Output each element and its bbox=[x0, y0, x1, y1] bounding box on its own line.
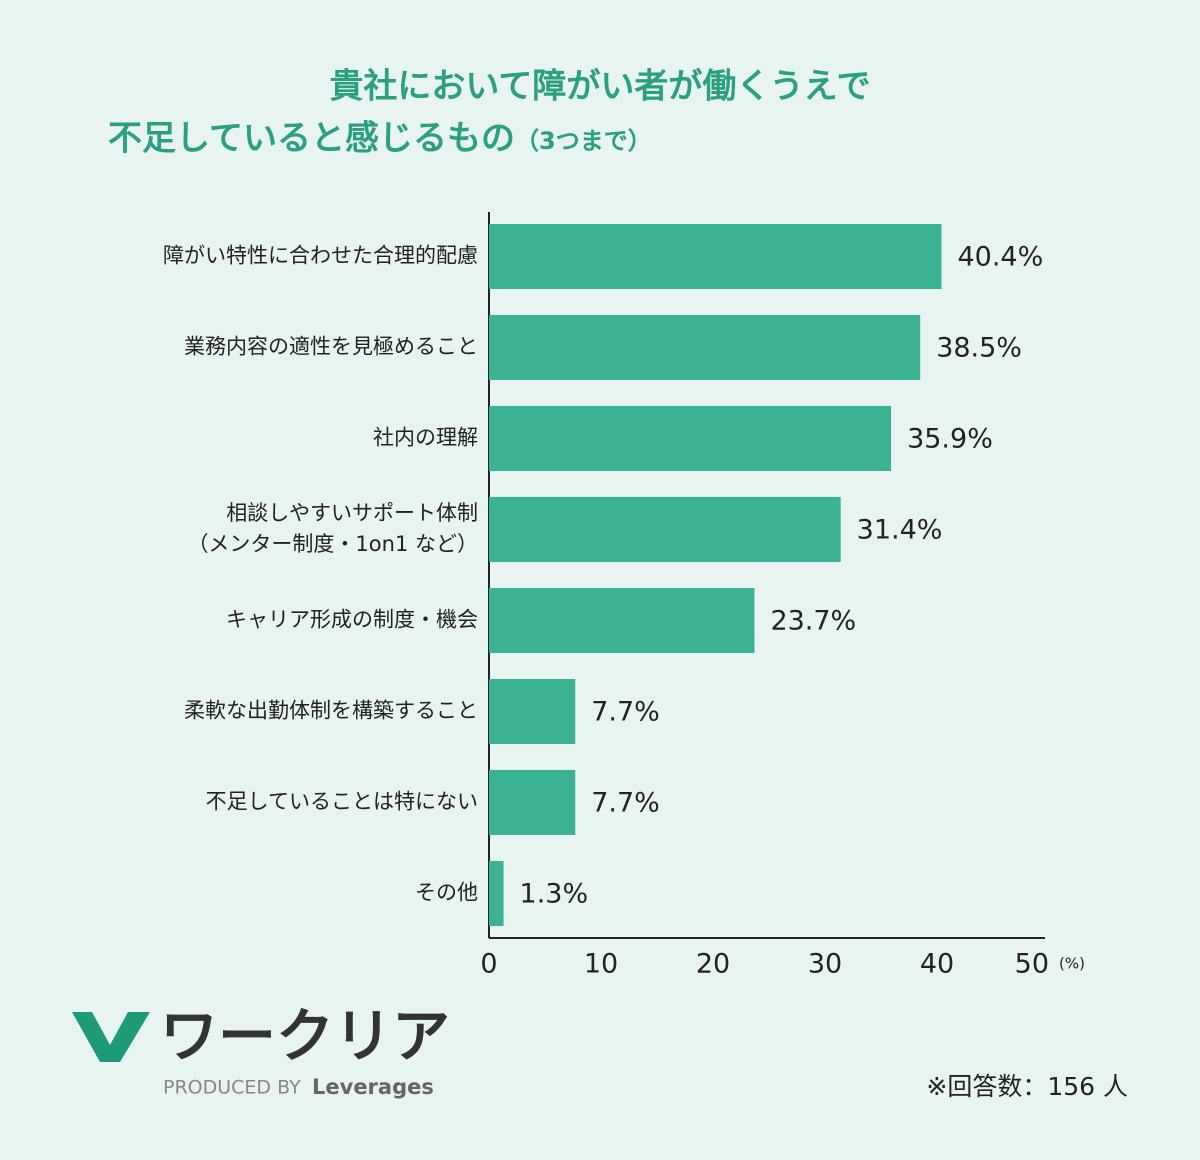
x-tick-label: 10 bbox=[584, 949, 618, 980]
logo-produced-by: PRODUCED BY bbox=[163, 1077, 301, 1099]
value-label: 35.9% bbox=[907, 424, 993, 455]
category-label: 不足していることは特にない bbox=[205, 789, 478, 814]
category-label: 相談しやすいサポート体制 （メンター制度・1on1 など） bbox=[187, 501, 478, 556]
bar bbox=[489, 770, 576, 835]
bar bbox=[489, 588, 755, 653]
x-unit: (%) bbox=[1059, 955, 1085, 973]
logo-icon bbox=[72, 1012, 150, 1062]
bar bbox=[489, 861, 504, 926]
category-label: キャリア形成の制度・機会 bbox=[226, 607, 478, 632]
value-label: 31.4% bbox=[857, 515, 943, 546]
category-label: 障がい特性に合わせた合理的配慮 bbox=[163, 243, 478, 268]
chart-title: 貴社において障がい者が働くうえで bbox=[329, 67, 870, 107]
x-tick-label: 20 bbox=[696, 949, 730, 980]
bar bbox=[489, 224, 942, 289]
x-tick-label: 40 bbox=[920, 949, 954, 980]
value-label: 7.7% bbox=[591, 788, 660, 819]
bar bbox=[489, 406, 892, 471]
x-tick-label: 30 bbox=[808, 949, 842, 980]
x-tick-label: 50 bbox=[1015, 949, 1049, 980]
value-label: 38.5% bbox=[936, 333, 1022, 364]
title-note: （3つまで） bbox=[515, 127, 652, 155]
category-label: 業務内容の適性を見極めること bbox=[184, 334, 478, 359]
x-tick-label: 0 bbox=[480, 949, 497, 980]
logo-company: Leverages bbox=[312, 1075, 434, 1099]
category-label: その他 bbox=[415, 880, 478, 905]
footnote: ※回答数：156 人 bbox=[926, 1072, 1128, 1101]
value-label: 40.4% bbox=[957, 242, 1043, 273]
logo-name: ワークリア bbox=[160, 1002, 450, 1070]
category-label: 柔軟な出勤体制を構築すること bbox=[184, 698, 478, 723]
category-label: 社内の理解 bbox=[373, 425, 478, 450]
value-label: 1.3% bbox=[520, 879, 589, 910]
bar bbox=[489, 315, 921, 380]
value-label: 7.7% bbox=[591, 697, 660, 728]
bar bbox=[489, 497, 841, 562]
bar bbox=[489, 679, 576, 744]
value-label: 23.7% bbox=[770, 606, 856, 637]
chart-title: 不足していると感じるもの bbox=[108, 119, 515, 159]
